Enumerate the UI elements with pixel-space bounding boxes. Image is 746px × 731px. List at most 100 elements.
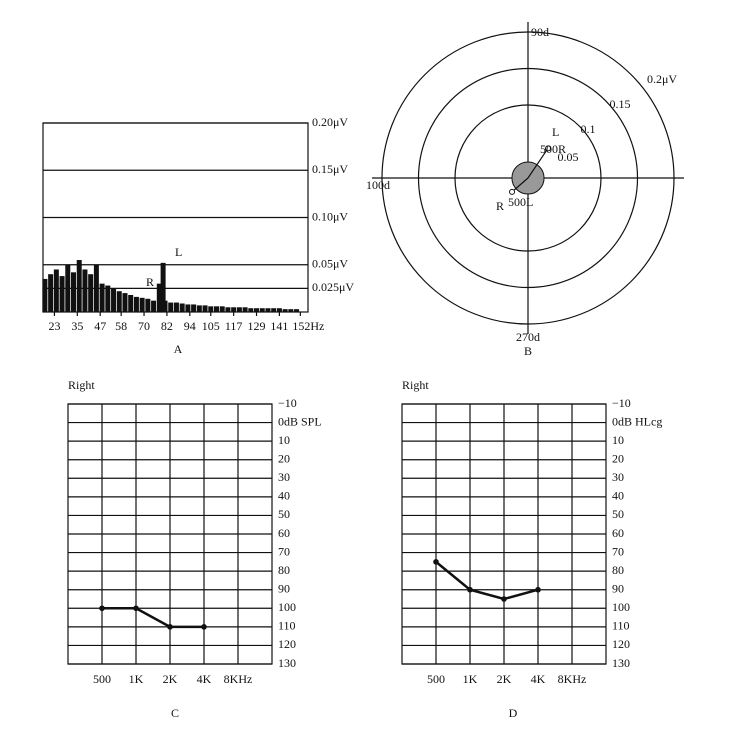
spectrum-bar	[76, 260, 82, 312]
point	[545, 145, 552, 152]
point-label: 500L	[508, 195, 533, 209]
spectrum-bar	[202, 305, 208, 312]
spectrum-bar	[254, 308, 260, 312]
y-tick-label: 60	[278, 526, 290, 540]
spectrum-bar	[145, 298, 151, 312]
spectrum-bar	[59, 276, 65, 312]
x-tick-label: 2K	[163, 672, 178, 686]
y-tick-label: 10	[278, 433, 290, 447]
spectrum-bar	[156, 283, 162, 312]
range-ring	[381, 31, 675, 325]
point	[509, 188, 516, 195]
spectrum-bar	[173, 302, 179, 312]
annotation: L	[175, 245, 182, 259]
spectrum-bar	[116, 291, 122, 312]
angle-label: 90d	[531, 25, 549, 39]
panel-label: A	[174, 342, 183, 356]
point-label: 500R	[540, 142, 566, 156]
spectrum-bar	[128, 294, 134, 312]
x-tick-label: 35	[71, 319, 83, 333]
r-tick-label: 0.05	[558, 150, 579, 164]
threshold-point	[201, 624, 207, 630]
range-ring	[454, 104, 602, 252]
threshold-point	[167, 624, 173, 630]
y-tick-label: 120	[278, 637, 296, 651]
r-tick-label: 0.2μV	[647, 72, 677, 86]
y-tick-label: 10	[612, 433, 624, 447]
y-tick-label: −10	[612, 396, 631, 410]
y-tick-label: 80	[612, 563, 624, 577]
vector	[527, 148, 549, 179]
y-tick-label: 0.15μV	[312, 162, 348, 176]
spectrum-bar	[82, 269, 88, 312]
x-tick-label: 70	[138, 319, 150, 333]
y-tick-label: 30	[612, 470, 624, 484]
spectrum-bar	[213, 306, 219, 312]
x-tick-label: 94	[184, 319, 196, 333]
spectrum-bar	[231, 307, 237, 312]
spectrum-bar	[248, 308, 254, 312]
spectrum-bar	[105, 285, 111, 312]
spectrum-bar	[133, 296, 139, 312]
annotation: R	[146, 275, 154, 289]
spectrum-bar	[208, 306, 214, 312]
y-tick-label: 60	[612, 526, 624, 540]
annotation: L	[552, 125, 559, 139]
x-tick-label: 8KHz	[224, 672, 253, 686]
annotation: R	[496, 199, 504, 213]
y-tick-label: 20	[612, 451, 624, 465]
spectrum-bar	[271, 308, 277, 312]
y-tick-label: 100	[278, 600, 296, 614]
x-tick-label: 47	[94, 319, 106, 333]
threshold-line	[435, 560, 539, 601]
x-tick-label: 500	[93, 672, 111, 686]
spectrum-bar	[191, 304, 197, 312]
spectrum-bar	[111, 288, 117, 312]
spectrum-bar	[53, 269, 59, 312]
x-tick-label: 129	[248, 319, 266, 333]
y-tick-label: −10	[278, 396, 297, 410]
x-tick-label: 1K	[129, 672, 144, 686]
y-tick-label: 90	[278, 581, 290, 595]
x-tick-label: 152Hz	[292, 319, 324, 333]
y-tick-label: 110	[278, 619, 296, 633]
y-tick-label: 110	[612, 619, 630, 633]
y-tick-label: 70	[278, 544, 290, 558]
spectrum-bar	[185, 304, 191, 312]
x-tick-label: 2K	[497, 672, 512, 686]
spectrum-bar	[242, 307, 248, 312]
chart-title: Right	[402, 378, 429, 392]
y-tick-label: 70	[612, 544, 624, 558]
threshold-point	[501, 596, 507, 602]
spectrum-bar	[196, 305, 202, 312]
spectrum-bar	[265, 308, 271, 312]
x-tick-label: 23	[48, 319, 60, 333]
x-tick-label: 4K	[197, 672, 212, 686]
threshold-point	[133, 605, 139, 612]
spectrum-bar	[282, 309, 288, 312]
chart-title: Right	[68, 378, 95, 392]
x-tick-label: 1K	[463, 672, 478, 686]
y-tick-label: 50	[612, 507, 624, 521]
spectrum-bar	[168, 302, 174, 312]
y-tick-label: 40	[612, 489, 624, 503]
y-tick-label: 0dB HLcg	[612, 414, 662, 428]
vector	[511, 177, 529, 193]
spectrum-bar	[219, 306, 225, 312]
y-tick-label: 30	[278, 470, 290, 484]
y-tick-label: 0dB SPL	[278, 414, 322, 428]
y-tick-label: 0.10μV	[312, 209, 348, 223]
threshold-point	[535, 586, 541, 593]
spectrum-bar	[139, 297, 145, 312]
x-tick-label: 82	[161, 319, 173, 333]
spectrum-bar	[179, 303, 185, 312]
spectrum-bar	[160, 262, 166, 312]
y-tick-label: 40	[278, 489, 290, 503]
spectrum-bar	[88, 274, 94, 312]
y-tick-label: 0.20μV	[312, 115, 348, 129]
spectrum-bar	[151, 300, 157, 312]
r-tick-label: 0.15	[610, 97, 631, 111]
spectrum-bar	[276, 308, 282, 312]
y-tick-label: 100	[612, 600, 630, 614]
